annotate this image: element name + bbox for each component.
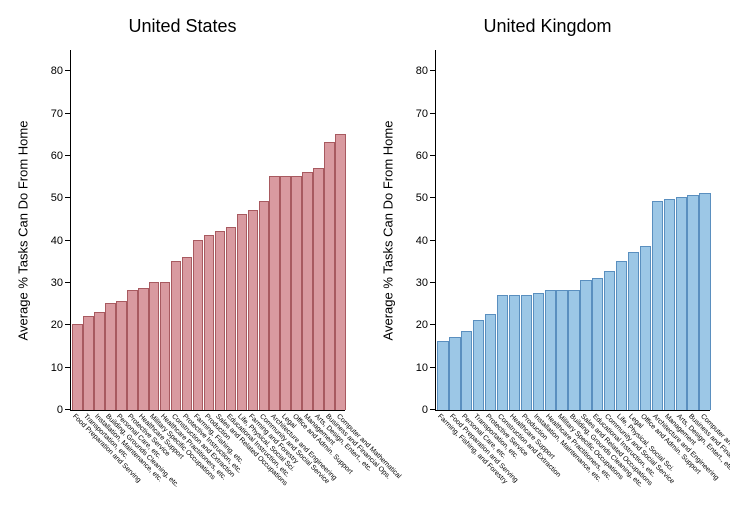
plot-area-uk: 01020304050607080 xyxy=(435,50,710,411)
bar xyxy=(182,257,193,410)
bar xyxy=(497,295,508,410)
y-tick-label: 40 xyxy=(416,235,428,247)
bar xyxy=(580,280,591,410)
y-tick-label: 10 xyxy=(416,362,428,374)
y-tick-label: 60 xyxy=(416,150,428,162)
bar xyxy=(171,261,182,410)
y-tick-label: 50 xyxy=(51,192,63,204)
bar xyxy=(568,290,579,410)
bar xyxy=(664,199,675,410)
bar xyxy=(237,214,248,410)
bars-us xyxy=(71,50,345,410)
y-tick xyxy=(430,240,436,241)
bar xyxy=(127,290,138,410)
y-tick xyxy=(430,197,436,198)
y-tick xyxy=(430,409,436,410)
bar xyxy=(521,295,532,410)
y-tick-label: 60 xyxy=(51,150,63,162)
y-tick-label: 30 xyxy=(51,277,63,289)
y-tick-label: 50 xyxy=(416,192,428,204)
bar xyxy=(138,288,149,410)
figure: { "background_color": "#ffffff", "axis_c… xyxy=(0,0,730,531)
bar xyxy=(461,331,472,410)
bar xyxy=(616,261,627,410)
y-tick xyxy=(65,70,71,71)
plot-area-us: 01020304050607080 xyxy=(70,50,345,411)
bar xyxy=(94,312,105,410)
bar xyxy=(437,341,448,410)
x-labels-us: Food Preparation and ServingTransportati… xyxy=(70,411,345,521)
bar xyxy=(83,316,94,410)
y-tick-label: 40 xyxy=(51,235,63,247)
bar xyxy=(628,252,639,410)
bar xyxy=(324,142,335,410)
y-axis-label-us: Average % Tasks Can Do From Home xyxy=(14,50,32,411)
bar xyxy=(160,282,171,410)
bar xyxy=(473,320,484,410)
y-tick xyxy=(65,155,71,156)
y-tick xyxy=(65,240,71,241)
bar xyxy=(269,176,280,410)
y-tick xyxy=(430,113,436,114)
y-tick xyxy=(430,282,436,283)
bars-uk xyxy=(436,50,710,410)
bar xyxy=(291,176,302,410)
bar xyxy=(259,201,270,410)
bar xyxy=(193,240,204,410)
y-tick-label: 0 xyxy=(422,404,428,416)
bar xyxy=(248,210,259,410)
bar xyxy=(509,295,520,410)
bar xyxy=(313,168,324,410)
bar xyxy=(699,193,710,410)
bar xyxy=(604,271,615,410)
bar xyxy=(652,201,663,410)
bar xyxy=(149,282,160,410)
bar xyxy=(215,231,226,410)
y-tick xyxy=(65,113,71,114)
y-tick-label: 10 xyxy=(51,362,63,374)
y-tick xyxy=(65,324,71,325)
y-axis-label-text-us: Average % Tasks Can Do From Home xyxy=(16,121,31,341)
panel-uk: United Kingdom Average % Tasks Can Do Fr… xyxy=(375,10,720,521)
bar xyxy=(640,246,651,410)
panel-us: United States Average % Tasks Can Do Fro… xyxy=(10,10,355,521)
bar xyxy=(105,303,116,410)
panel-title-uk: United Kingdom xyxy=(375,16,720,37)
y-axis-label-uk: Average % Tasks Can Do From Home xyxy=(379,50,397,411)
y-tick-label: 70 xyxy=(51,108,63,120)
bar xyxy=(72,324,83,410)
bar xyxy=(302,172,313,410)
bar xyxy=(335,134,346,410)
bar xyxy=(676,197,687,410)
y-tick-label: 20 xyxy=(51,319,63,331)
y-tick xyxy=(430,155,436,156)
y-tick-label: 80 xyxy=(416,65,428,77)
y-tick-label: 30 xyxy=(416,277,428,289)
bar xyxy=(545,290,556,410)
y-tick xyxy=(65,367,71,368)
y-tick-label: 20 xyxy=(416,319,428,331)
y-tick xyxy=(65,409,71,410)
bar xyxy=(226,227,237,410)
bar xyxy=(449,337,460,410)
y-tick-label: 0 xyxy=(57,404,63,416)
bar xyxy=(556,290,567,410)
y-tick xyxy=(65,197,71,198)
y-axis-label-text-uk: Average % Tasks Can Do From Home xyxy=(381,121,396,341)
bar xyxy=(116,301,127,410)
bar xyxy=(485,314,496,410)
bar xyxy=(687,195,698,410)
y-tick xyxy=(430,367,436,368)
y-tick xyxy=(430,324,436,325)
y-tick xyxy=(430,70,436,71)
y-tick xyxy=(65,282,71,283)
x-labels-uk: Farming, Fishing, and ForestryFood Prepa… xyxy=(435,411,710,521)
y-tick-label: 70 xyxy=(416,108,428,120)
bar xyxy=(592,278,603,410)
bar xyxy=(204,235,215,410)
y-tick-label: 80 xyxy=(51,65,63,77)
bar xyxy=(533,293,544,410)
panel-title-us: United States xyxy=(10,16,355,37)
bar xyxy=(280,176,291,410)
